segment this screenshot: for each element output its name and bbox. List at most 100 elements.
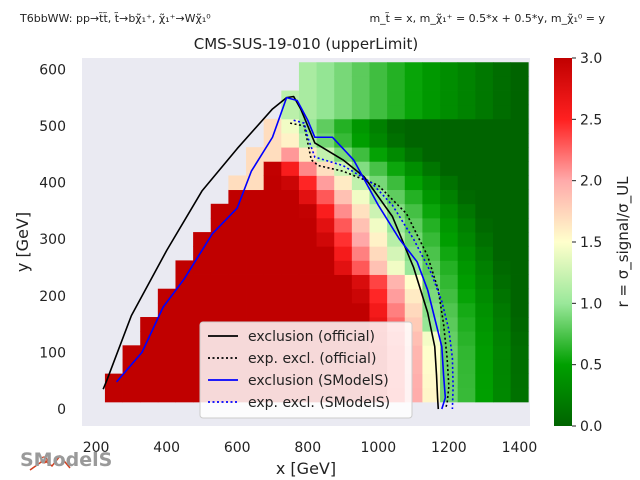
heatmap-cell [422,345,441,360]
heatmap-cell [228,302,247,318]
heatmap-cell [492,359,511,375]
heatmap-cell [122,387,141,403]
x-tick-label: 600 [224,440,251,456]
heatmap-cell [492,175,511,191]
heatmap-cell [492,288,511,304]
heatmap-cell [422,147,441,162]
heatmap-cell [387,161,406,176]
heatmap-cell [387,90,406,106]
heatmap-cell [510,104,529,120]
heatmap-cell [492,317,511,332]
heatmap-cell [404,161,423,176]
heatmap-cell [351,189,370,205]
heatmap-cell [492,232,511,247]
heatmap-cell [193,302,212,318]
heatmap-cell [387,62,406,77]
heatmap-cell [492,387,511,403]
heatmap-cell [475,175,494,191]
heatmap-cell [281,302,300,318]
heatmap-cell [228,232,247,247]
heatmap-cell [369,274,388,290]
heatmap-cell [210,260,229,275]
heatmap-cell [210,274,229,290]
heatmap-cell [316,76,335,91]
heatmap-cell [316,217,335,233]
heatmap-cell [210,203,229,219]
y-tick-label: 200 [39,289,66,305]
heatmap-cell [440,274,459,290]
heatmap-cell [475,161,494,176]
heatmap-cell [246,288,265,304]
heatmap-cell [404,302,423,318]
heatmap-cell [440,76,459,91]
heatmap-cell [316,246,335,261]
heatmap-cell [140,345,159,360]
heatmap-cell [510,118,529,134]
heatmap-cell [351,302,370,318]
heatmap-cell [246,203,265,219]
legend-entry-label: exp. excl. (SModelS) [248,395,390,411]
heatmap-cell [369,161,388,176]
heatmap-cell [246,246,265,261]
heatmap-cell [246,260,265,275]
heatmap-cell [228,217,247,233]
heatmap-cell [281,260,300,275]
legend-entry-label: exclusion (SModelS) [248,373,389,389]
heatmap-cell [457,104,476,120]
heatmap-cell [334,217,353,233]
heatmap-cell [422,387,441,403]
heatmap-cell [422,246,441,261]
heatmap-cell [475,232,494,247]
heatmap-cell [510,359,529,375]
heatmap-cell [457,90,476,106]
heatmap-cell [440,161,459,176]
heatmap-cell [422,104,441,120]
x-tick-label: 1200 [431,440,467,456]
heatmap-cell [475,260,494,275]
heatmap-cell [104,373,123,389]
heatmap-cell [140,387,159,403]
heatmap-cell [298,288,317,304]
heatmap-cell [440,147,459,162]
logo-node-icon [40,456,48,464]
heatmap-cell [281,203,300,219]
y-tick-label: 100 [39,345,66,361]
heatmap-cell [263,246,282,261]
heatmap-cell [457,345,476,360]
heatmap-cell [157,387,176,403]
heatmap-cell [157,331,176,346]
heatmap-cell [175,387,194,403]
heatmap-cell [351,76,370,91]
heatmap-cell [104,387,123,403]
heatmap-cell [475,331,494,346]
heatmap-cell [440,90,459,106]
heatmap-cell [351,203,370,219]
heatmap-cell [281,232,300,247]
chart-title: CMS-SUS-19-010 (upperLimit) [194,35,419,53]
heatmap-cell [440,118,459,134]
heatmap-cell [457,331,476,346]
heatmap-cell [298,175,317,191]
logo-text: SModelS [20,449,112,471]
heatmap-cell [316,189,335,205]
heatmap-cell [475,387,494,403]
heatmap-cell [351,62,370,77]
y-tick-label: 400 [39,176,66,192]
heatmap-cell [510,90,529,106]
heatmap-cell [210,302,229,318]
heatmap-cell [281,217,300,233]
heatmap-cell [263,217,282,233]
heatmap-cell [334,274,353,290]
heatmap-cell [210,246,229,261]
heatmap-cell [510,189,529,205]
heatmap-cell [404,217,423,233]
heatmap-cell [422,359,441,375]
heatmap-cell [334,104,353,120]
heatmap-cell [369,302,388,318]
heatmap-cell [316,274,335,290]
heatmap-cell [510,161,529,176]
heatmap-cell [193,260,212,275]
heatmap-cell [334,76,353,91]
heatmap-cell [404,274,423,290]
heatmap-cell [387,260,406,275]
